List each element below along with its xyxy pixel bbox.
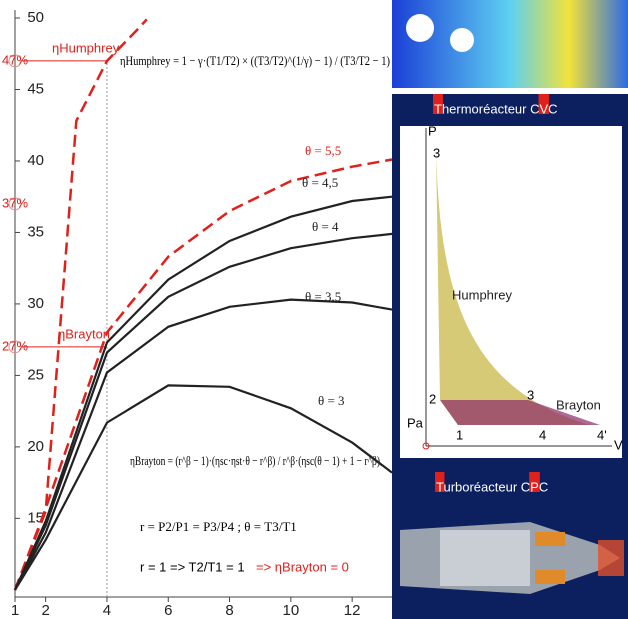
series-label: θ = 4: [312, 219, 339, 234]
y-tick-label: 50: [27, 9, 44, 26]
x-tick-label: 2: [41, 602, 49, 619]
x-tick-label: 4: [103, 602, 111, 619]
figure: P V Humphrey Brayton Pa 3 2 3 1 4 4' The…: [0, 0, 628, 619]
brayton-label: Brayton: [556, 397, 601, 412]
series-line: [15, 234, 392, 590]
point-label: 4': [597, 427, 607, 442]
series-label: θ = 5,5: [305, 143, 341, 158]
v-label: V: [614, 437, 623, 452]
marker-label: 37%: [2, 195, 28, 210]
y-tick-label: 40: [27, 152, 44, 169]
brayton-formula: ηBrayton = (r^β − 1)·(ηsc·ηst·θ − r^β) /…: [130, 453, 380, 468]
marker-label: 47%: [2, 52, 28, 67]
y-tick-label: 35: [27, 223, 44, 240]
p-label: P: [428, 123, 437, 138]
limit-result: => ηBrayton = 0: [256, 559, 349, 574]
x-tick-label: 12: [344, 602, 361, 619]
page: P V Humphrey Brayton Pa 3 2 3 1 4 4' The…: [0, 0, 628, 619]
engine-image: [396, 515, 624, 595]
humphrey-arrow-label: ηHumphrey: [52, 40, 120, 55]
cfd-image: [392, 0, 628, 88]
combustor: [535, 532, 565, 546]
limit: r = 1 => T2/T1 = 1: [140, 559, 245, 574]
point-label: 3: [433, 145, 440, 160]
separator: [392, 88, 628, 94]
brayton-arrow-label: ηBrayton: [58, 326, 110, 341]
y-tick-label: 30: [27, 295, 44, 312]
humphrey-label: Humphrey: [452, 287, 512, 302]
point-label: 3: [527, 387, 534, 402]
engine-core: [440, 530, 530, 586]
combustor: [535, 570, 565, 584]
y-tick-label: 45: [27, 80, 44, 97]
point-label: 4: [539, 427, 546, 442]
x-tick-label: 10: [283, 602, 300, 619]
x-tick-label: 8: [225, 602, 233, 619]
point-label: 2: [429, 391, 436, 406]
cvc-title: Thermoréacteur CVC: [434, 101, 558, 116]
point-label: 1: [456, 427, 463, 442]
ratios: r = P2/P1 = P3/P4 ; θ = T3/T1: [140, 519, 297, 534]
series-label: θ = 4,5: [302, 175, 338, 190]
marker-label: 27%: [2, 338, 28, 353]
humphrey-formula: ηHumphrey = 1 − γ·(T1/T2) × ((T3/T2)^(1/…: [120, 53, 390, 68]
series-label: θ = 3: [318, 393, 345, 408]
x-tick-label: 6: [164, 602, 172, 619]
exhaust: [598, 540, 624, 576]
cfd-shape: [450, 28, 474, 52]
y-tick-label: 25: [27, 366, 44, 383]
pa-label: Pa: [407, 415, 424, 430]
x-tick-label: 1: [11, 602, 19, 619]
series-label: θ = 3,5: [305, 289, 341, 304]
cfd-shape: [406, 14, 434, 42]
cpc-title: Turboréacteur CPC: [436, 479, 548, 494]
y-tick-label: 20: [27, 438, 44, 455]
